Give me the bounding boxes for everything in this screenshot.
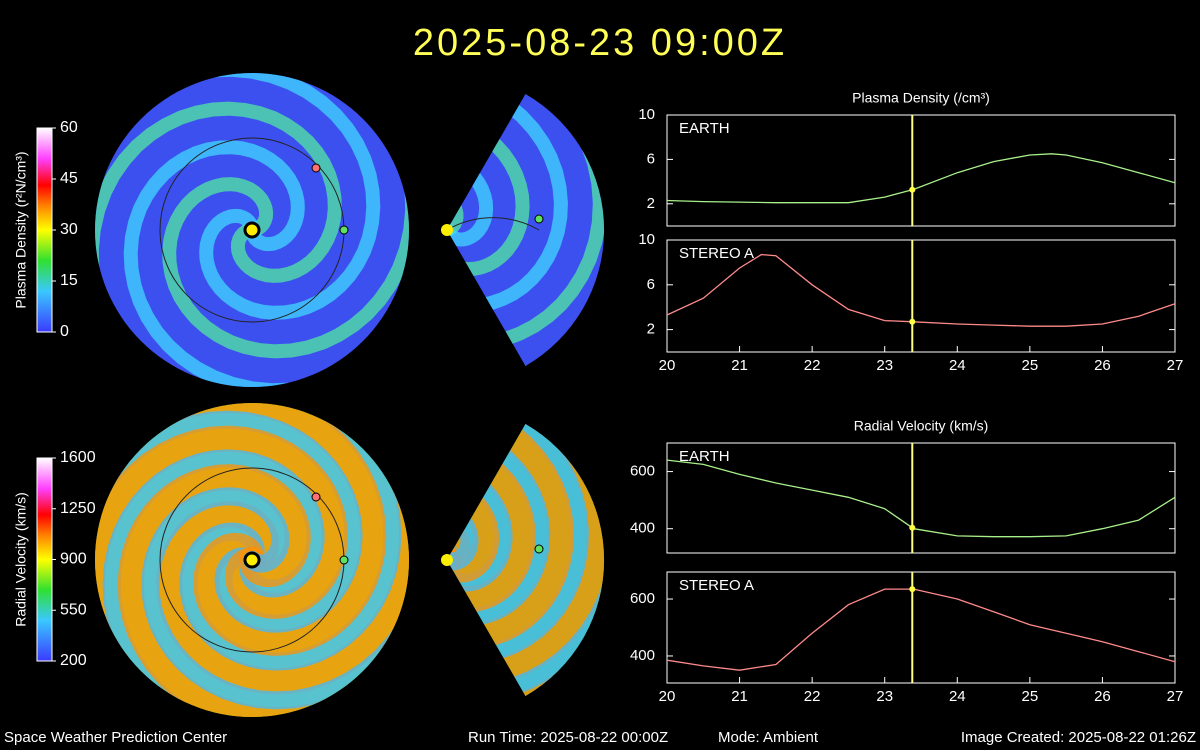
y-tick-label: 600 bbox=[630, 590, 655, 607]
spiral-arm bbox=[447, 471, 605, 696]
footer-left: Space Weather Prediction Center bbox=[4, 729, 227, 746]
y-tick-label: 10 bbox=[638, 106, 655, 123]
x-tick-label: 27 bbox=[1167, 688, 1184, 705]
data-line bbox=[666, 459, 1176, 538]
colorbar-label: Radial Velocity (km/s) bbox=[13, 492, 29, 627]
colorbar-tick-label: 1250 bbox=[60, 500, 96, 517]
earth bbox=[339, 225, 349, 235]
title: 2025-08-23 09:00Z bbox=[413, 22, 787, 64]
earth bbox=[534, 214, 544, 224]
x-tick-label: 23 bbox=[876, 688, 893, 705]
plot-frame bbox=[666, 239, 1176, 353]
spacecraft-label: STEREO A bbox=[679, 577, 754, 594]
y-tick-label: 2 bbox=[647, 195, 655, 212]
x-tick-label: 20 bbox=[659, 357, 676, 374]
data-line bbox=[666, 253, 1176, 327]
x-tick-label: 21 bbox=[731, 357, 748, 374]
spiral-arms bbox=[95, 73, 409, 387]
data-line bbox=[666, 153, 1176, 204]
current-time-dot bbox=[909, 318, 916, 325]
x-tick-label: 26 bbox=[1094, 688, 1111, 705]
colorbar-tick-label: 30 bbox=[60, 221, 78, 238]
sun bbox=[243, 551, 261, 569]
panel-title: Plasma Density (/cm³) bbox=[852, 90, 990, 106]
x-tick-label: 25 bbox=[1022, 688, 1039, 705]
spiral-arm bbox=[95, 73, 381, 320]
plot-frame bbox=[666, 571, 1176, 684]
y-tick-label: 6 bbox=[647, 150, 655, 167]
y-tick-label: 600 bbox=[630, 463, 655, 480]
spiral-arm bbox=[447, 433, 536, 696]
mode: Mode: Ambient bbox=[718, 729, 819, 746]
spiral-arm bbox=[447, 456, 591, 696]
y-tick-label: 400 bbox=[630, 520, 655, 537]
spiral-arm bbox=[95, 403, 387, 656]
overlays bbox=[159, 137, 544, 653]
x-tick-label: 26 bbox=[1094, 357, 1111, 374]
current-time-dot bbox=[909, 524, 916, 531]
colorbar-tick-label: 900 bbox=[60, 551, 87, 568]
sun bbox=[441, 224, 453, 236]
x-tick-label: 20 bbox=[659, 688, 676, 705]
image-created: Image Created: 2025-08-22 01:26Z bbox=[961, 729, 1196, 746]
y-tick-label: 6 bbox=[647, 276, 655, 293]
y-tick-label: 400 bbox=[630, 647, 655, 664]
x-tick-label: 22 bbox=[804, 357, 821, 374]
spiral-arm bbox=[95, 101, 342, 387]
x-tick-label: 24 bbox=[949, 688, 966, 705]
plot-frame bbox=[666, 442, 1176, 554]
spacecraft-label: STEREO A bbox=[679, 245, 754, 262]
x-tick-label: 27 bbox=[1167, 357, 1184, 374]
spiral-arm bbox=[95, 425, 348, 717]
panel-title: Radial Velocity (km/s) bbox=[854, 418, 989, 434]
solar-wind-maps bbox=[95, 73, 605, 717]
colorbar-label: Plasma Density (r²N/cm³) bbox=[13, 151, 29, 308]
orbit bbox=[446, 217, 540, 231]
x-tick-label: 25 bbox=[1022, 357, 1039, 374]
earth bbox=[534, 544, 544, 554]
colorbar-tick-label: 550 bbox=[60, 601, 87, 618]
y-tick-label: 10 bbox=[638, 231, 655, 248]
sun bbox=[441, 554, 453, 566]
spiral-arm bbox=[447, 109, 530, 366]
y-tick-label: 2 bbox=[647, 321, 655, 338]
spacecraft-label: EARTH bbox=[679, 120, 730, 137]
spiral-arm bbox=[117, 464, 409, 717]
spiral-arm bbox=[447, 424, 574, 649]
x-tick-label: 23 bbox=[876, 357, 893, 374]
spiral-arm bbox=[156, 403, 409, 695]
colorbar-tick-label: 1600 bbox=[60, 449, 96, 466]
colorbar-tick-label: 45 bbox=[60, 170, 78, 187]
colorbar-tick-label: 60 bbox=[60, 119, 78, 136]
colorbar bbox=[36, 457, 53, 662]
spacecraft-label: EARTH bbox=[679, 448, 730, 465]
stereo-a bbox=[311, 163, 321, 173]
run-time: Run Time: 2025-08-22 00:00Z bbox=[468, 729, 668, 746]
x-tick-label: 24 bbox=[949, 357, 966, 374]
earth bbox=[339, 555, 349, 565]
spiral-arm bbox=[123, 140, 409, 387]
current-time-dot bbox=[909, 186, 916, 193]
spiral-arm bbox=[162, 73, 409, 359]
x-tick-label: 22 bbox=[804, 688, 821, 705]
data-line bbox=[666, 588, 1176, 671]
colorbar-tick-label: 0 bbox=[60, 323, 69, 340]
plot-frame bbox=[666, 114, 1176, 227]
sun bbox=[243, 221, 261, 239]
colorbar bbox=[36, 127, 53, 333]
spiral-arm bbox=[447, 94, 568, 313]
colorbar-tick-label: 15 bbox=[60, 272, 78, 289]
spiral-arm bbox=[447, 147, 605, 366]
x-tick-label: 21 bbox=[731, 688, 748, 705]
stereo-a bbox=[311, 492, 321, 502]
current-time-dot bbox=[909, 586, 916, 593]
colorbar-tick-label: 200 bbox=[60, 652, 87, 669]
